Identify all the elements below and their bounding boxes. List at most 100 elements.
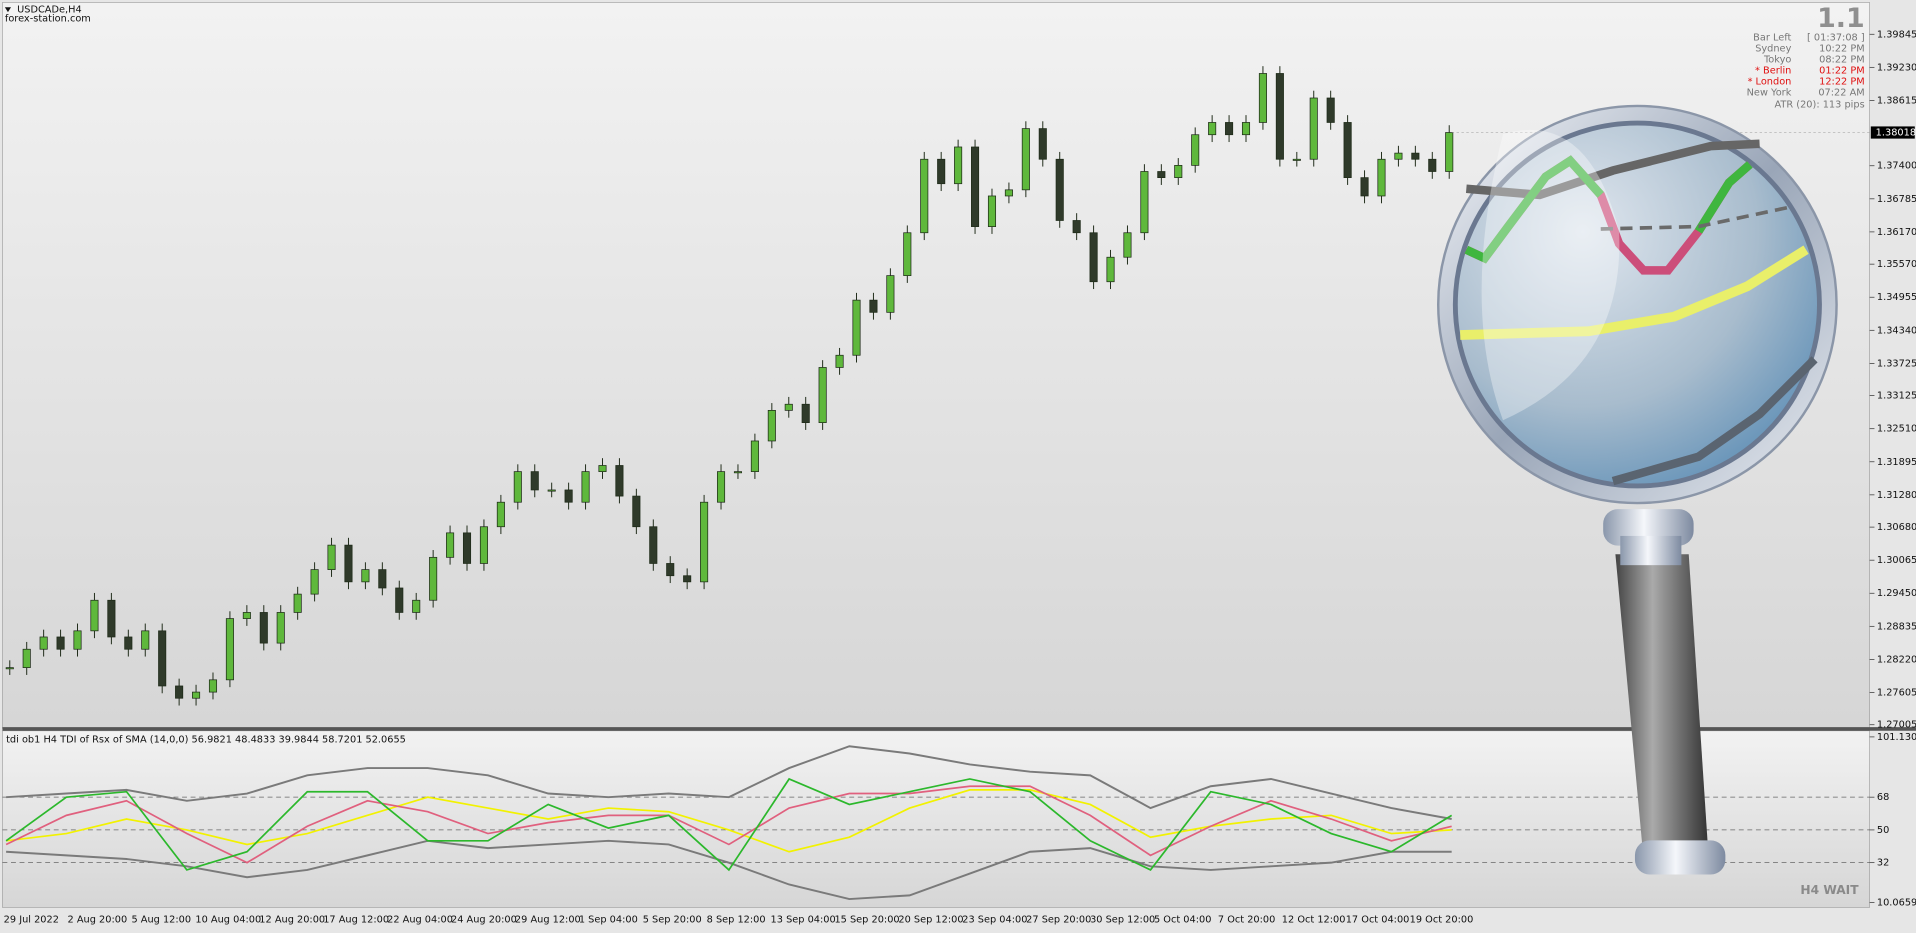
lens-line bbox=[1465, 139, 1760, 200]
y-tick-label: 1.39230 bbox=[1877, 62, 1916, 73]
x-tick-label: 5 Aug 12:00 bbox=[131, 915, 191, 926]
candle bbox=[784, 403, 793, 411]
candle bbox=[513, 471, 522, 503]
candle bbox=[1445, 132, 1454, 172]
indicator-line bbox=[6, 745, 1452, 820]
candle bbox=[1055, 158, 1064, 221]
candle bbox=[1072, 220, 1081, 234]
candle bbox=[903, 232, 912, 276]
candle bbox=[987, 195, 997, 227]
site-label: forex-station.com bbox=[5, 13, 91, 24]
y-tick-label: 32 bbox=[1877, 858, 1889, 869]
candle bbox=[192, 691, 201, 699]
y-tick-label: 1.37400 bbox=[1877, 161, 1916, 172]
x-tick-label: 5 Oct 04:00 bbox=[1154, 915, 1211, 926]
candle bbox=[852, 299, 861, 356]
candle bbox=[429, 556, 438, 601]
magnifier-handle bbox=[1615, 554, 1709, 859]
info-value: 08:22 PM bbox=[1819, 55, 1865, 66]
y-tick-label: 1.32510 bbox=[1877, 424, 1916, 435]
x-tick-label: 13 Sep 04:00 bbox=[771, 915, 836, 926]
chart-layer: Bar Left [ 01:37:08 ] Sydney 10:22 PM Tokyo 0… bbox=[2, 29, 1916, 926]
info-label: * Berlin bbox=[1755, 66, 1791, 77]
candle bbox=[344, 544, 353, 583]
info-value: 12:22 PM bbox=[1819, 77, 1865, 88]
candle bbox=[293, 593, 302, 613]
candle bbox=[1140, 171, 1149, 234]
candle bbox=[1174, 165, 1183, 178]
candle bbox=[1106, 256, 1115, 283]
symbol-title: USDCADe,H4 bbox=[17, 5, 82, 16]
x-tick-label: 30 Sep 12:00 bbox=[1090, 915, 1155, 926]
info-value: [ 01:37:08 ] bbox=[1807, 33, 1865, 44]
lens-line bbox=[1611, 356, 1818, 486]
candle bbox=[632, 495, 641, 528]
y-tick-label: 1.39845 bbox=[1877, 29, 1916, 40]
y-tick-label: 1.27005 bbox=[1877, 720, 1916, 731]
candle bbox=[1292, 158, 1301, 161]
info-label: Bar Left bbox=[1753, 33, 1791, 44]
candle bbox=[158, 630, 167, 687]
candle bbox=[242, 612, 251, 619]
indicator-line bbox=[5, 777, 1453, 872]
candle bbox=[1191, 134, 1200, 166]
indicator-area[interactable] bbox=[2, 730, 1870, 908]
info-label: * London bbox=[1748, 77, 1792, 88]
x-tick-label: 8 Sep 12:00 bbox=[707, 915, 766, 926]
candle bbox=[90, 599, 99, 632]
candle bbox=[446, 532, 455, 558]
y-tick-label: 1.29450 bbox=[1877, 588, 1916, 599]
candle bbox=[412, 599, 421, 613]
candle bbox=[73, 630, 82, 650]
candle bbox=[141, 630, 150, 650]
candle bbox=[22, 648, 31, 668]
y-tick-label: 101.1306 bbox=[1877, 732, 1916, 743]
candle bbox=[1258, 73, 1267, 123]
candle bbox=[462, 532, 472, 564]
y-tick-label: 1.33125 bbox=[1877, 391, 1916, 402]
x-tick-label: 5 Sep 20:00 bbox=[643, 915, 702, 926]
candle bbox=[767, 410, 776, 442]
candle bbox=[1089, 232, 1098, 283]
candle bbox=[1004, 189, 1013, 197]
indicator-line bbox=[5, 785, 1452, 864]
y-tick-label: 1.30065 bbox=[1877, 555, 1916, 566]
handle-cap bbox=[1634, 840, 1726, 875]
candle bbox=[869, 299, 878, 313]
menu-arrow[interactable] bbox=[4, 7, 11, 13]
y-tick-label: 1.31280 bbox=[1877, 490, 1916, 501]
candle bbox=[564, 489, 573, 503]
y-tick-label: 10.0659 bbox=[1877, 898, 1916, 909]
y-tick-label: 1.34955 bbox=[1877, 292, 1916, 303]
candle bbox=[1241, 122, 1251, 136]
y-tick-label: 1.34340 bbox=[1877, 325, 1916, 336]
x-tick-label: 1 Sep 04:00 bbox=[579, 915, 638, 926]
candle bbox=[1208, 122, 1217, 136]
x-tick-label: 20 Sep 12:00 bbox=[898, 915, 963, 926]
candle bbox=[208, 679, 218, 693]
lens-glare bbox=[1481, 129, 1620, 421]
status-label: H4 WAIT bbox=[1800, 883, 1859, 897]
candle bbox=[801, 403, 810, 423]
candle bbox=[1360, 177, 1369, 197]
candle bbox=[818, 367, 827, 423]
candle bbox=[310, 569, 319, 595]
candle bbox=[886, 275, 895, 313]
indicator-title: tdi ob1 H4 TDI of Rsx of SMA (14,0,0) 56… bbox=[6, 734, 406, 745]
candle bbox=[666, 563, 675, 577]
candle bbox=[683, 575, 692, 583]
version-label: 1.1 bbox=[1817, 3, 1865, 34]
x-tick-label: 23 Sep 04:00 bbox=[962, 915, 1027, 926]
indicator-line bbox=[6, 839, 1452, 901]
current-price-label: 1.38018 bbox=[1876, 128, 1916, 139]
x-tick-label: 7 Oct 20:00 bbox=[1218, 915, 1275, 926]
y-tick-label: 1.30680 bbox=[1877, 522, 1916, 533]
y-tick-label: 1.35570 bbox=[1877, 259, 1916, 270]
atr-label: ATR (20): 113 pips bbox=[1775, 100, 1865, 111]
info-label: Tokyo bbox=[1763, 55, 1791, 66]
y-tick-label: 50 bbox=[1877, 825, 1889, 836]
candle bbox=[479, 526, 488, 564]
info-label: New York bbox=[1747, 88, 1792, 99]
